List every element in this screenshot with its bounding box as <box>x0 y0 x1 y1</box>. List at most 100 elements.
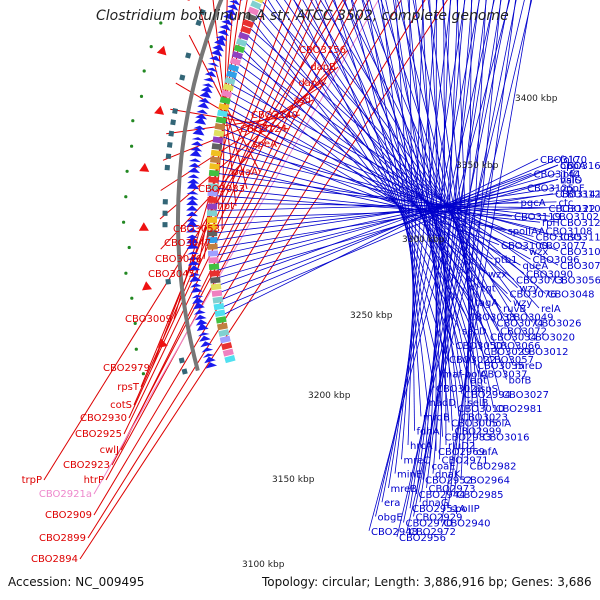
label-connector <box>369 0 479 374</box>
gene-label: pgcA <box>521 198 546 209</box>
outer-feature-block <box>168 130 175 137</box>
cog-category-block <box>214 309 226 317</box>
kbp-tick-label: 3400 kbp <box>515 94 558 104</box>
red-feature-arrow <box>158 338 168 348</box>
gene-label: CBO3078 <box>560 261 600 272</box>
cog-category-block <box>212 296 224 304</box>
label-connector <box>244 41 508 294</box>
gene-label: spoIIAA <box>508 227 546 238</box>
gene-label: tagA <box>475 298 498 309</box>
cds-arrow <box>217 29 229 37</box>
cds-arrow <box>212 44 224 52</box>
label-connector <box>381 0 480 503</box>
outer-feature-block <box>179 74 186 81</box>
cds-arrow <box>186 241 199 249</box>
cds-arrow <box>199 91 212 99</box>
cds-arrow <box>207 62 220 67</box>
cds-arrow <box>215 35 228 42</box>
green-feature-dot <box>130 296 134 300</box>
cds-arrow <box>201 347 214 353</box>
cds-arrow <box>193 125 206 131</box>
label-connector <box>403 0 510 523</box>
gene-label: wzx <box>488 269 507 280</box>
label-connector <box>324 0 482 352</box>
cog-category-block <box>210 276 221 284</box>
label-connector <box>342 0 520 352</box>
gene-label: coaE <box>432 461 456 472</box>
gene-label: CBO3123 <box>560 218 600 229</box>
gene-label: CBO3100 <box>501 241 548 252</box>
gene-label: hslO <box>560 175 582 186</box>
green-feature-dot <box>133 321 137 325</box>
cog-category-block <box>253 0 264 4</box>
cds-arrow <box>225 9 237 16</box>
cds-arrow <box>189 149 202 157</box>
cog-category-block <box>226 70 238 79</box>
cog-category-block <box>233 44 246 54</box>
label-connector <box>166 114 301 135</box>
kbp-tick-label: 3300 kbp <box>402 235 445 245</box>
topology-text: Topology: circular; Length: 3,886,916 bp… <box>262 575 592 589</box>
gene-label: oppA <box>560 161 586 172</box>
cds-arrow <box>187 174 200 179</box>
cds-arrow <box>206 67 218 73</box>
gene-label: CBO2982 <box>470 461 517 472</box>
outer-feature-block <box>178 357 185 364</box>
label-connector <box>416 0 480 494</box>
cds-arrow <box>199 335 211 342</box>
gene-label: CBO3035 <box>477 361 524 372</box>
cds-arrow <box>187 260 200 266</box>
label-connector <box>223 158 539 315</box>
gene-label: CBO3056 <box>554 275 600 286</box>
gene-label: CBO3107 <box>560 247 600 258</box>
cds-arrow <box>192 127 205 136</box>
gene-label: CBO2956 <box>399 533 446 544</box>
cog-category-block <box>227 63 240 73</box>
label-connector <box>332 0 492 346</box>
genome-backbone <box>176 0 224 372</box>
gene-label: CBO3125 <box>527 184 574 195</box>
cds-arrow <box>203 77 216 83</box>
gene-label: CBO3021 <box>436 384 483 395</box>
gene-label: apt <box>471 376 487 387</box>
label-connector <box>366 0 435 388</box>
kbp-tick-label: 3250 kbp <box>350 311 393 321</box>
label-connector <box>293 0 461 331</box>
cds-arrow <box>210 49 223 57</box>
outer-feature-block <box>199 8 206 16</box>
label-connector <box>93 0 379 495</box>
label-connector <box>215 187 559 241</box>
gene-label: hrcA <box>410 441 433 452</box>
cog-category-block <box>210 149 222 157</box>
label-connector <box>217 172 559 271</box>
green-feature-dot <box>149 45 153 49</box>
gene-label: CBO3073 <box>516 275 563 286</box>
gene-label: asd <box>293 95 311 106</box>
cog-category-block <box>216 109 228 118</box>
cds-arrow <box>202 353 215 358</box>
cds-arrow <box>200 86 213 94</box>
label-connector <box>93 0 402 516</box>
gene-label: CBO2952 <box>425 476 472 487</box>
gene-label: CBO3049 <box>507 312 554 323</box>
label-connector <box>247 34 518 288</box>
gene-label: CBO3046 <box>155 254 202 265</box>
cds-arrow <box>240 0 243 1</box>
cds-arrow <box>186 218 198 222</box>
gene-label: CBO2925 <box>75 429 122 440</box>
label-connector <box>218 172 532 286</box>
right-gene-labels: CBO3170CBO3165folCoppACBO3144valSinfChsl… <box>371 155 600 544</box>
label-connector <box>87 0 426 539</box>
label-connector <box>170 108 290 130</box>
red-feature-arrow <box>156 45 167 56</box>
gene-label: CBO3077 <box>539 241 586 252</box>
cog-category-block <box>209 270 220 277</box>
gene-label: CBO2971 <box>442 455 489 466</box>
cds-arrow <box>186 227 199 233</box>
gene-label: mreB <box>391 484 418 495</box>
red-feature-arrow <box>186 0 190 1</box>
cds-arrow <box>186 205 199 211</box>
gene-label: CBO3026 <box>535 318 582 329</box>
label-connector <box>454 0 502 494</box>
cog-category-block <box>213 303 225 311</box>
